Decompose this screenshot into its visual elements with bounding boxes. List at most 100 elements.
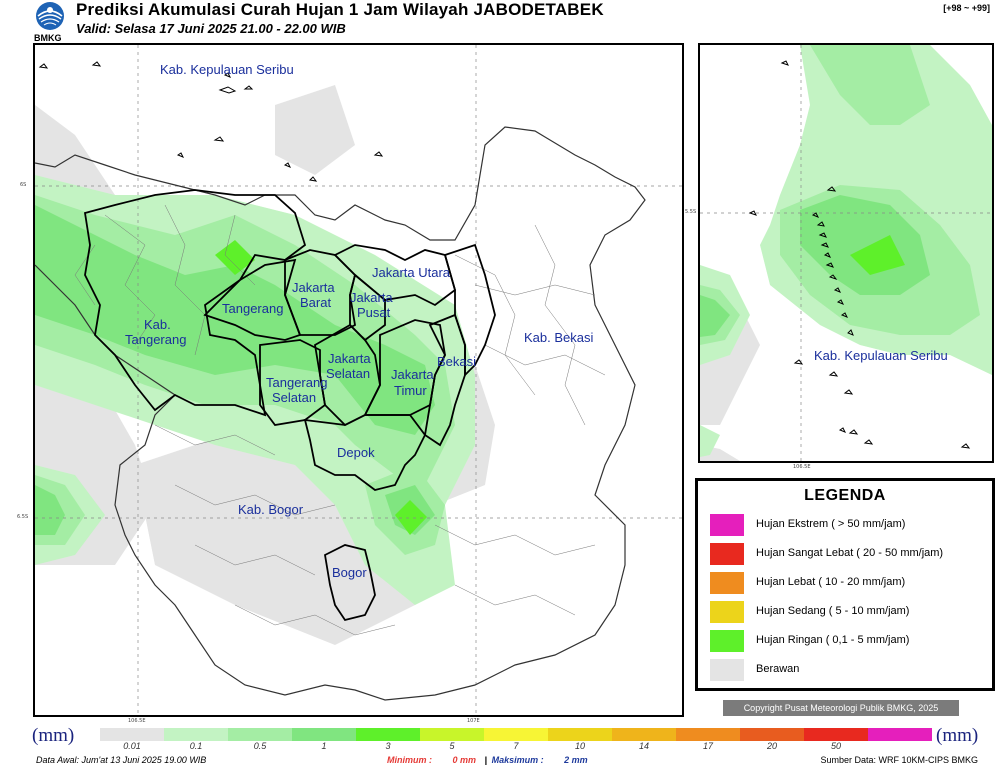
label-bekasi: Bekasi bbox=[437, 354, 476, 369]
main-map-canvas: Kab. Kepulauan Seribu Jakarta Utara Jaka… bbox=[35, 45, 682, 715]
inset-label-kab-kepulauan-seribu: Kab. Kepulauan Seribu bbox=[814, 348, 948, 363]
label-jakarta-barat-1: Jakarta bbox=[292, 280, 335, 295]
place-labels: Kab. Kepulauan Seribu Jakarta Utara Jaka… bbox=[125, 62, 593, 580]
tick-lon-106-5e: 106.5E bbox=[128, 718, 145, 724]
page-title: Prediksi Akumulasi Curah Hujan 1 Jam Wil… bbox=[76, 0, 604, 19]
map-gridlines bbox=[35, 45, 682, 715]
legend-label-berawan: Berawan bbox=[756, 663, 800, 675]
min-max-summary: Minimum : 0 mm | Maksimum : 2 mm bbox=[387, 755, 588, 765]
valid-time: Valid: Selasa 17 Juni 2025 21.00 - 22.00… bbox=[76, 21, 346, 36]
label-tangerang: Tangerang bbox=[222, 301, 283, 316]
legend-item-sedang: Hujan Sedang ( 5 - 10 mm/jam) bbox=[710, 601, 990, 623]
label-depok: Depok bbox=[337, 445, 375, 460]
unit-right: (mm) bbox=[936, 725, 979, 746]
logo-text: BMKG bbox=[34, 33, 62, 43]
legend-item-ringan: Hujan Ringan ( 0,1 - 5 mm/jam) bbox=[710, 630, 990, 652]
colorbar-segment bbox=[868, 728, 932, 741]
label-kab-tangerang-1: Kab. bbox=[144, 317, 171, 332]
colorbar-segment bbox=[484, 728, 548, 741]
legend-label-ekstrem: Hujan Ekstrem ( > 50 mm/jam) bbox=[756, 518, 906, 530]
separator: | bbox=[484, 755, 488, 765]
inset-light-rain-peak bbox=[850, 235, 905, 275]
main-map[interactable]: Kab. Kepulauan Seribu Jakarta Utara Jaka… bbox=[33, 43, 684, 717]
copyright: Copyright Pusat Meteorologi Publik BMKG,… bbox=[723, 700, 959, 716]
legend-swatch-sedang bbox=[710, 601, 744, 623]
admin-boundaries bbox=[83, 189, 496, 622]
tick-lon-107e: 107E bbox=[467, 718, 480, 724]
legend-swatch-ringan bbox=[710, 630, 744, 652]
colorbar-tick-label: 50 bbox=[830, 741, 842, 751]
label-kab-tangerang-2: Tangerang bbox=[125, 332, 186, 347]
islands bbox=[38, 61, 384, 182]
land-outline bbox=[35, 126, 646, 701]
colorbar-segment bbox=[676, 728, 740, 741]
legend-title: LEGENDA bbox=[804, 487, 886, 504]
colorbar-segment bbox=[420, 728, 484, 741]
district-boundaries bbox=[74, 204, 606, 636]
inset-light-rain-3 bbox=[700, 195, 930, 337]
data-awal: Data Awal: Jum'at 13 Juni 2025 19.00 WIB bbox=[36, 755, 207, 765]
data-source: Sumber Data: WRF 10KM-CIPS BMKG bbox=[820, 755, 978, 765]
legend-swatch-sangat-lebat bbox=[710, 543, 744, 565]
label-jakarta-selatan-2: Selatan bbox=[326, 366, 370, 381]
colorbar-segment bbox=[612, 728, 676, 741]
minimum-value: 0 mm bbox=[452, 755, 477, 765]
colorbar-tick-label: 7 bbox=[513, 741, 519, 751]
colorbar-segment bbox=[100, 728, 164, 741]
label-bogor: Bogor bbox=[332, 565, 367, 580]
light-rain-peak bbox=[215, 240, 427, 535]
colorbar-segment bbox=[804, 728, 868, 741]
inset-map[interactable]: Kab. Kepulauan Seribu bbox=[698, 43, 994, 463]
label-jakarta-pusat-1: Jakarta bbox=[350, 290, 393, 305]
legend-item-ekstrem: Hujan Ekstrem ( > 50 mm/jam) bbox=[710, 514, 990, 536]
colorbar-segment bbox=[228, 728, 292, 741]
legend-label-ringan: Hujan Ringan ( 0,1 - 5 mm/jam) bbox=[756, 634, 910, 646]
legend-item-sangat-lebat: Hujan Sangat Lebat ( 20 - 50 mm/jam) bbox=[710, 543, 990, 565]
colorbar-segment bbox=[740, 728, 804, 741]
label-jakarta-timur-1: Jakarta bbox=[391, 367, 434, 382]
colorbar-tick-label: 17 bbox=[702, 741, 714, 751]
colorbar-ticks: 0.01 0.1 0.5 1 3 5 7 10 14 17 20 50 bbox=[100, 741, 932, 753]
colorbar-tick-label: 5 bbox=[449, 741, 455, 751]
header: BMKG Prediksi Akumulasi Curah Hujan 1 Ja… bbox=[0, 0, 1000, 43]
legend-label-sangat-lebat: Hujan Sangat Lebat ( 20 - 50 mm/jam) bbox=[756, 547, 944, 559]
legend-swatch-ekstrem bbox=[710, 514, 744, 536]
label-jakarta-utara: Jakarta Utara bbox=[372, 265, 451, 280]
colorbar-segment bbox=[548, 728, 612, 741]
tick-inset-lat: 5.5S bbox=[685, 209, 696, 215]
unit-left: (mm) bbox=[32, 725, 75, 746]
colorbar-tick-label: 0.1 bbox=[189, 741, 203, 751]
label-jakarta-selatan-1: Jakarta bbox=[328, 351, 371, 366]
tick-lat-6s: 6S bbox=[20, 182, 26, 188]
colorbar-segment bbox=[164, 728, 228, 741]
colorbar-tick-label: 0.01 bbox=[123, 741, 141, 751]
inset-map-canvas: Kab. Kepulauan Seribu bbox=[700, 45, 992, 461]
colorbar-tick-label: 14 bbox=[638, 741, 650, 751]
tick-inset-lon: 106.5E bbox=[793, 464, 810, 470]
legend-item-lebat: Hujan Lebat ( 10 - 20 mm/jam) bbox=[710, 572, 990, 594]
bmkg-logo-icon bbox=[36, 2, 64, 30]
maksimum-value: 2 mm bbox=[564, 755, 588, 765]
label-jakarta-barat-2: Barat bbox=[300, 295, 331, 310]
colorbar-tick-label: 3 bbox=[385, 741, 391, 751]
legend: LEGENDA Hujan Ekstrem ( > 50 mm/jam) Huj… bbox=[695, 478, 995, 691]
colorbar-tick-label: 0.5 bbox=[253, 741, 267, 751]
colorbar-tick-label: 1 bbox=[321, 741, 327, 751]
label-tangerang-selatan-2: Selatan bbox=[272, 390, 316, 405]
legend-item-berawan: Berawan bbox=[710, 659, 990, 681]
label-kab-bogor: Kab. Bogor bbox=[238, 502, 304, 517]
legend-label-sedang: Hujan Sedang ( 5 - 10 mm/jam) bbox=[756, 605, 910, 617]
label-kab-kepulauan-seribu: Kab. Kepulauan Seribu bbox=[160, 62, 294, 77]
minimum-label: Minimum : bbox=[387, 755, 432, 765]
colorbar-tick-label: 10 bbox=[574, 741, 586, 751]
label-jakarta-timur-2: Timur bbox=[394, 383, 427, 398]
maksimum-label: Maksimum : bbox=[491, 755, 544, 765]
legend-swatch-lebat bbox=[710, 572, 744, 594]
colorbar-segment bbox=[292, 728, 356, 741]
label-jakarta-pusat-2: Pusat bbox=[357, 305, 391, 320]
label-kab-bekasi: Kab. Bekasi bbox=[524, 330, 593, 345]
coord-range: [+98 ~ +99] bbox=[943, 3, 990, 13]
colorbar bbox=[100, 728, 932, 741]
colorbar-tick-label: 20 bbox=[766, 741, 778, 751]
